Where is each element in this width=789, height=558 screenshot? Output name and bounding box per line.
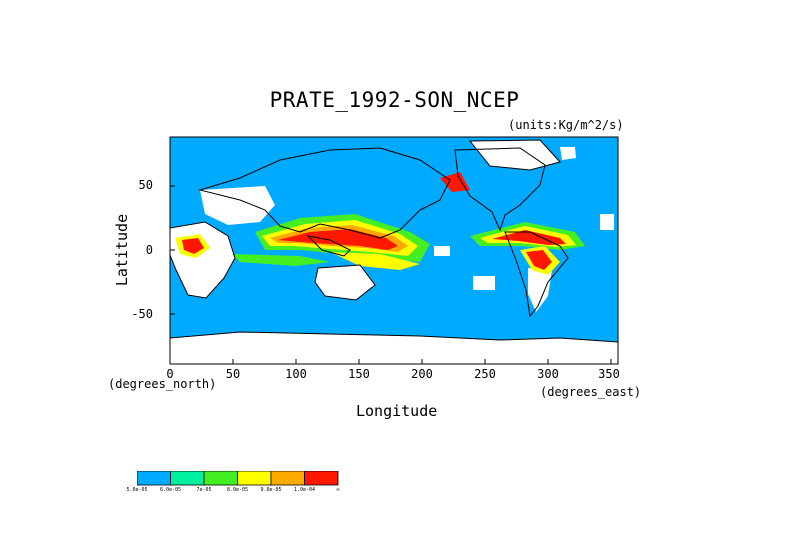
y-axis-note: (degrees_north) bbox=[108, 377, 217, 391]
colorbar-tick-label: 8.0e-05 bbox=[226, 487, 249, 493]
colorbar-swatch bbox=[304, 471, 339, 486]
colorbar-tick-label: 7e-05 bbox=[196, 487, 212, 493]
y-tick-label: 0 bbox=[145, 243, 153, 257]
y-tick-label: 50 bbox=[138, 178, 153, 192]
colorbar-swatch bbox=[170, 471, 205, 486]
x-tick-label: 350 bbox=[598, 367, 620, 381]
colorbar-tick-label: 9.0e-05 bbox=[260, 487, 282, 493]
x-axis-note: (degrees_east) bbox=[540, 385, 642, 399]
precipitation-bands bbox=[175, 172, 585, 275]
x-tick-label: 200 bbox=[411, 367, 433, 381]
x-tick-label: 300 bbox=[537, 367, 559, 381]
colorbar-swatch bbox=[270, 471, 305, 486]
x-tick-label: 150 bbox=[348, 367, 370, 381]
x-tick-label: 0 bbox=[166, 367, 174, 381]
colorbar-swatch bbox=[237, 471, 272, 486]
x-axis-label: Longitude bbox=[356, 402, 438, 420]
colorbar-tick-label: 1.0e-04 bbox=[293, 487, 316, 493]
x-tick-label: 250 bbox=[474, 367, 496, 381]
y-tick-label: -50 bbox=[131, 307, 153, 321]
colorbar-tick-label: ∞ bbox=[336, 487, 340, 493]
x-tick-label: 50 bbox=[225, 367, 241, 381]
colorbar-swatch bbox=[203, 471, 238, 486]
colorbar-tick-label: 6.0e-05 bbox=[159, 487, 182, 493]
axis-ticks bbox=[170, 185, 612, 364]
coastlines bbox=[169, 139, 619, 343]
colorbar-tick-label: 5.0e-05 bbox=[126, 487, 148, 493]
units-label: (units:Kg/m^2/s) bbox=[508, 118, 624, 132]
map-title: PRATE_1992-SON_NCEP bbox=[269, 88, 520, 112]
x-tick-label: 100 bbox=[285, 367, 307, 381]
colorbar-swatch bbox=[137, 471, 171, 486]
colorbar bbox=[137, 471, 339, 486]
